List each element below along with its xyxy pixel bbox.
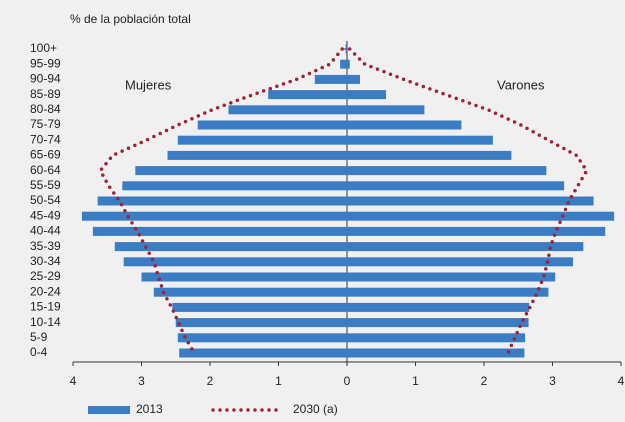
axis-title: % de la población total (70, 12, 191, 26)
bar (347, 166, 547, 176)
bar (122, 181, 347, 191)
y-tick-label: 90-94 (30, 72, 61, 86)
y-tick-label: 40-44 (30, 224, 61, 238)
right-label: Varones (497, 77, 545, 92)
y-tick-label: 45-49 (30, 208, 61, 222)
bar (114, 242, 347, 252)
y-tick-label: 55-59 (30, 178, 61, 192)
bar (347, 348, 525, 358)
bar (175, 318, 347, 328)
bar (347, 226, 606, 236)
bar (347, 211, 615, 221)
bar (141, 272, 347, 282)
bar (314, 74, 347, 84)
y-tick-label: 65-69 (30, 148, 61, 162)
bar (347, 135, 493, 145)
bar (123, 257, 347, 267)
y-tick-label: 15-19 (30, 300, 61, 314)
bar (153, 287, 347, 297)
x-tick-label: 0 (344, 374, 351, 388)
legend-swatch (88, 406, 130, 414)
left-label: Mujeres (125, 77, 172, 92)
bar (347, 242, 584, 252)
bar (97, 196, 347, 206)
bar (92, 226, 348, 236)
x-tick-label: 4 (618, 374, 625, 388)
legend-label: 2013 (136, 402, 163, 416)
legend-label: 2030 (a) (293, 402, 338, 416)
bar (347, 44, 348, 54)
bar (268, 90, 347, 100)
y-tick-label: 85-89 (30, 87, 61, 101)
bar (347, 287, 549, 297)
y-tick-label: 5-9 (30, 330, 48, 344)
bar (347, 257, 574, 267)
bar (347, 150, 512, 160)
bar (81, 211, 347, 221)
bar (347, 74, 361, 84)
x-tick-label: 1 (412, 374, 419, 388)
x-tick-label: 1 (275, 374, 282, 388)
y-tick-label: 100+ (30, 41, 57, 55)
x-tick-label: 2 (207, 374, 214, 388)
bar (167, 150, 347, 160)
y-tick-label: 10-14 (30, 315, 61, 329)
y-tick-label: 70-74 (30, 132, 61, 146)
bar (347, 181, 565, 191)
y-tick-label: 95-99 (30, 56, 61, 70)
bar (347, 333, 526, 343)
bar (347, 196, 594, 206)
y-tick-label: 75-79 (30, 117, 61, 131)
y-tick-label: 25-29 (30, 269, 61, 283)
bar (347, 59, 350, 69)
bar (172, 302, 347, 312)
bar (347, 318, 529, 328)
bar (177, 333, 347, 343)
bar (345, 44, 347, 54)
y-tick-label: 0-4 (30, 345, 48, 359)
x-tick-label: 4 (70, 374, 77, 388)
bar (347, 105, 425, 115)
x-tick-label: 3 (138, 374, 145, 388)
x-tick-label: 3 (549, 374, 556, 388)
y-tick-label: 80-84 (30, 102, 61, 116)
bar (228, 105, 347, 115)
y-tick-label: 30-34 (30, 254, 61, 268)
bar (340, 59, 347, 69)
dotted-line (347, 47, 589, 355)
bar (197, 120, 347, 130)
bar (135, 166, 347, 176)
y-tick-label: 35-39 (30, 239, 61, 253)
y-tick-label: 20-24 (30, 284, 61, 298)
y-tick-label: 60-64 (30, 163, 61, 177)
bar (177, 135, 347, 145)
y-tick-label: 50-54 (30, 193, 61, 207)
x-tick-label: 2 (481, 374, 488, 388)
bar (179, 348, 347, 358)
bar (347, 302, 530, 312)
bar (347, 120, 462, 130)
bar (347, 272, 556, 282)
bar (347, 90, 387, 100)
